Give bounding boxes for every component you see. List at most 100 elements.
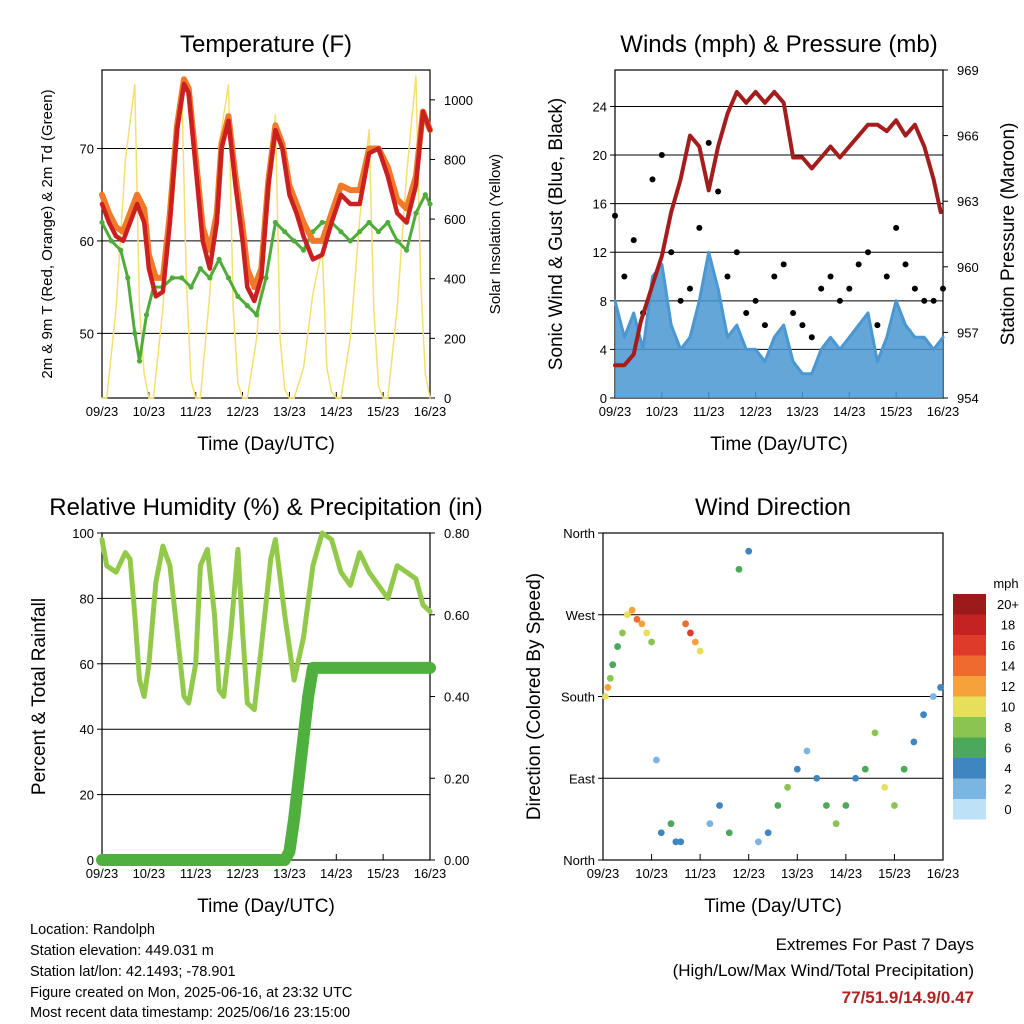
legend-label: 18 <box>1001 618 1015 633</box>
legend-swatch <box>953 635 986 656</box>
direction-point <box>682 620 689 628</box>
y2-axis-label: Solar Insolation (Yellow) <box>487 154 504 314</box>
gust-point <box>621 273 628 280</box>
direction-point <box>609 661 617 669</box>
x-tick-label: 10/23 <box>646 404 679 419</box>
direction-point <box>900 765 908 773</box>
x-tick-label: 09/23 <box>587 866 620 881</box>
legend-label: 20+ <box>997 597 1019 612</box>
y-tick-label: 12 <box>593 245 607 260</box>
direction-point <box>657 829 665 837</box>
y-axis-label: Sonic Wind & Gust (Blue, Black) <box>546 98 567 370</box>
legend-swatch <box>953 799 986 820</box>
gust-point <box>780 261 787 268</box>
y2-tick-label: 0.00 <box>444 853 469 868</box>
direction-point <box>633 615 641 623</box>
y2-tick-label: 600 <box>444 212 466 227</box>
x-tick-label: 12/23 <box>226 866 259 881</box>
temp9m-line <box>99 76 433 291</box>
direction-point <box>871 729 879 737</box>
x-tick-label: 16/23 <box>414 404 447 419</box>
x-tick-label: 10/23 <box>133 866 166 881</box>
gust-point <box>818 285 825 292</box>
rh-line <box>99 530 433 713</box>
gust-point <box>668 249 675 256</box>
gust-point <box>677 297 684 304</box>
gust-point <box>696 224 703 231</box>
gust-point <box>733 249 740 256</box>
y-tick-label: 50 <box>80 326 94 341</box>
chart-title: Wind Direction <box>695 494 851 521</box>
y-axis-label: Direction (Colored By Speed) <box>524 573 545 820</box>
y-tick-label: 16 <box>593 197 607 212</box>
x-axis-label: Time (Day/UTC) <box>197 434 335 455</box>
legend-swatch <box>953 614 986 635</box>
legend-label: 10 <box>1001 700 1015 715</box>
y2-tick-label: 963 <box>957 194 979 209</box>
direction-point <box>623 611 631 619</box>
gust-point <box>874 322 881 329</box>
y2-tick-label: 0 <box>444 391 451 406</box>
y-tick-label: South <box>561 690 595 705</box>
gust-point <box>724 273 731 280</box>
direction-point <box>891 802 898 809</box>
legend-swatch <box>953 594 986 615</box>
legend-swatch <box>953 655 986 676</box>
gust-point <box>705 139 712 146</box>
gust-point <box>799 322 806 329</box>
direction-point <box>842 802 850 809</box>
info-latlon: Station lat/lon: 42.1493; -78.901 <box>30 964 236 980</box>
direction-point <box>638 620 646 628</box>
legend-label: 0 <box>1004 802 1011 817</box>
legend-swatch <box>953 717 986 738</box>
x-tick-label: 15/23 <box>880 404 913 419</box>
x-tick-label: 16/23 <box>414 866 447 881</box>
gust-point <box>771 273 778 280</box>
y2-tick-label: 954 <box>957 391 979 406</box>
legend-label: 6 <box>1004 741 1011 756</box>
x-tick-label: 13/23 <box>273 404 306 419</box>
y2-tick-label: 969 <box>957 63 979 78</box>
x-axis-label: Time (Day/UTC) <box>704 896 842 917</box>
y-tick-label: 0 <box>600 391 607 406</box>
y2-tick-label: 1000 <box>444 93 473 108</box>
gust-point <box>921 297 928 304</box>
y-tick-label: 20 <box>80 788 94 803</box>
direction-point <box>793 765 801 773</box>
x-tick-label: 11/23 <box>180 866 212 881</box>
x-tick-label: 14/23 <box>833 404 866 419</box>
dewpoint-line <box>100 193 432 363</box>
legend-label: 8 <box>1004 720 1011 735</box>
legend-label: 2 <box>1004 782 1011 797</box>
direction-point <box>813 774 821 782</box>
x-tick-label: 15/23 <box>367 866 400 881</box>
y2-tick-label: 0.40 <box>444 690 469 705</box>
y2-tick-label: 0.80 <box>444 526 469 541</box>
chart-title: Temperature (F) <box>180 31 352 58</box>
direction-point <box>653 756 660 764</box>
x-tick-label: 10/23 <box>133 404 166 419</box>
y2-tick-label: 400 <box>444 272 466 287</box>
y-tick-label: North <box>563 526 595 541</box>
gust-point <box>808 334 815 341</box>
legend-label: 12 <box>1001 679 1015 694</box>
gust-point <box>630 237 637 244</box>
gust-point <box>827 273 834 280</box>
gust-point <box>686 285 693 292</box>
y-tick-label: 0 <box>87 853 94 868</box>
gust-point <box>761 322 768 329</box>
gust-point <box>752 297 759 304</box>
x-tick-label: 13/23 <box>786 404 819 419</box>
x-axis-label: Time (Day/UTC) <box>197 896 335 917</box>
y-tick-label: 8 <box>600 294 607 309</box>
gust-point <box>790 309 797 316</box>
y-tick-label: 60 <box>80 234 94 249</box>
x-tick-label: 15/23 <box>367 404 400 419</box>
info-created: Figure created on Mon, 2025-06-16, at 23… <box>30 985 353 1001</box>
extremes-title: Extremes For Past 7 Days <box>775 935 974 954</box>
direction-point <box>929 693 937 700</box>
y-tick-label: East <box>569 771 595 786</box>
direction-point <box>672 838 680 846</box>
